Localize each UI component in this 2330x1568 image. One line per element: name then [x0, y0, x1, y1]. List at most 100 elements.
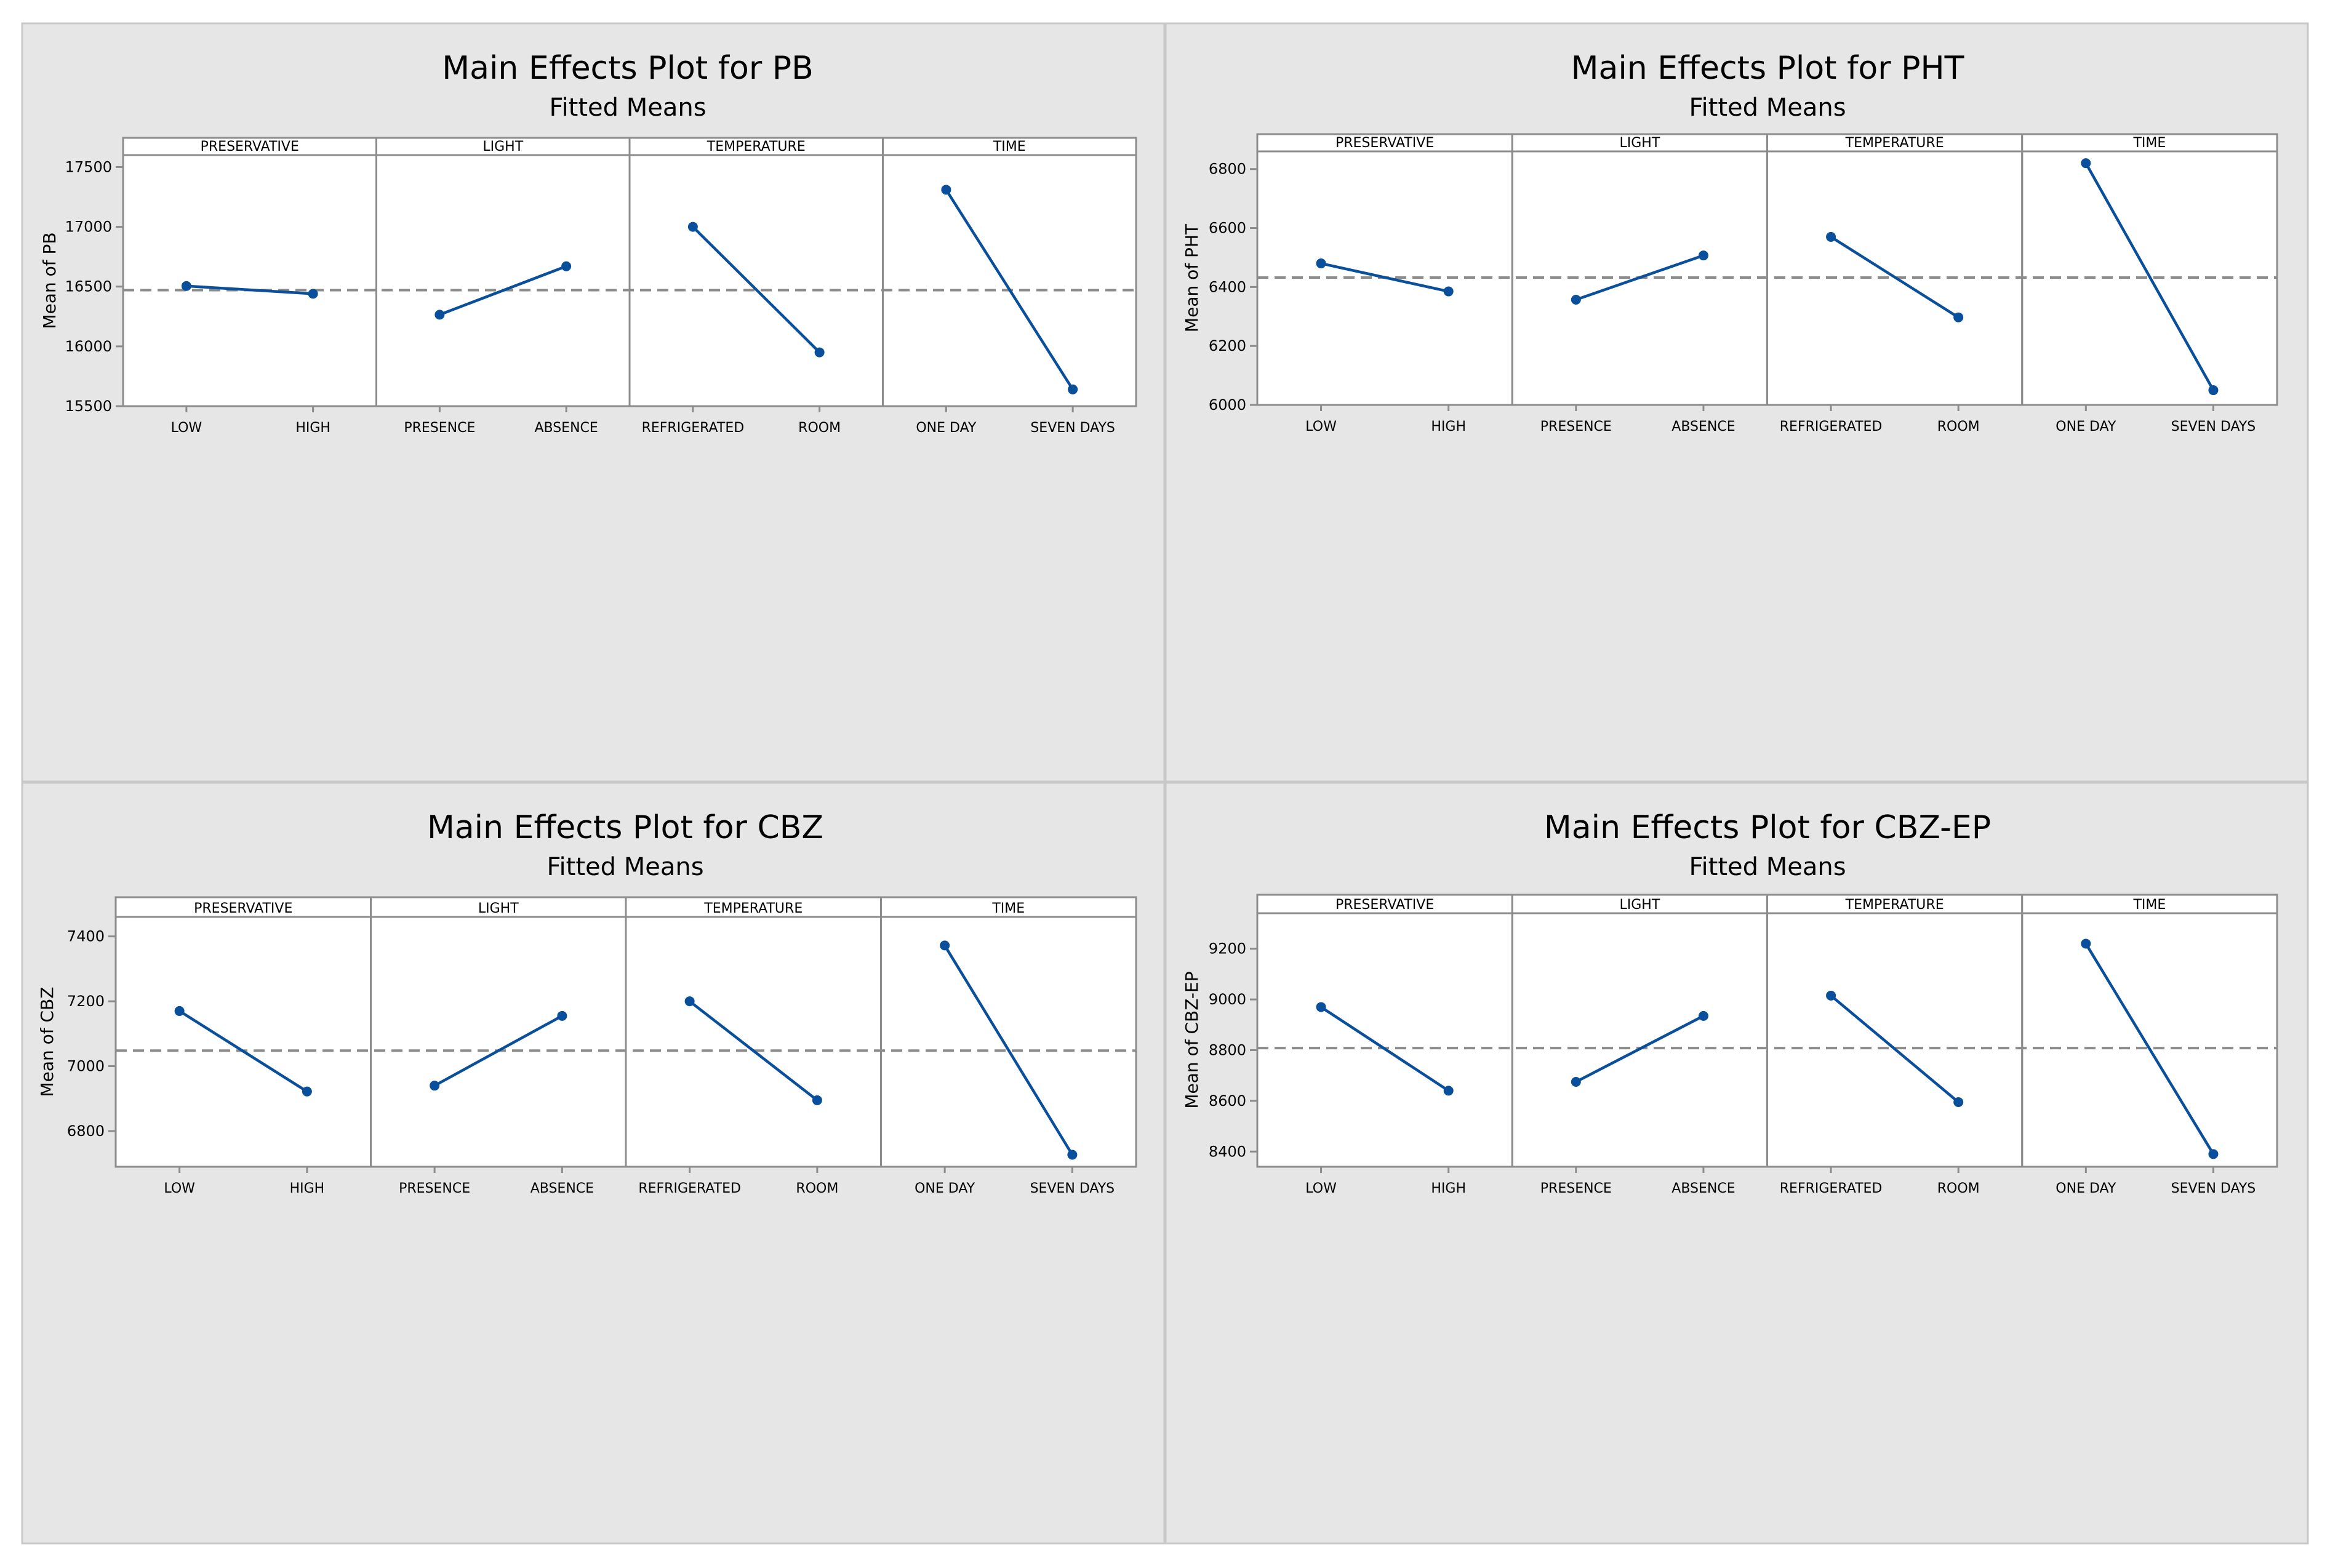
x-tick-label: HIGH [290, 1181, 325, 1196]
y-tick-label: 9000 [1209, 991, 1246, 1008]
facet-header [625, 896, 882, 918]
y-tick-label: 16500 [65, 278, 112, 295]
effect-line [434, 1014, 563, 1087]
y-tick-label: 15500 [65, 398, 112, 415]
facet-label: TEMPERATURE [703, 901, 803, 916]
facet-header [375, 137, 631, 156]
facet-label: TEMPERATURE [707, 139, 806, 154]
chart-title: Main Effects Plot for CBZ-EP [1544, 809, 1991, 846]
y-tick-label: 17500 [65, 158, 112, 175]
facet-label: LIGHT [1619, 897, 1660, 913]
x-tick-label: LOW [171, 420, 202, 436]
effect-line [943, 945, 1074, 1156]
data-point-high [302, 1086, 312, 1097]
data-point-absence [561, 261, 572, 271]
facet-label: TIME [991, 901, 1025, 916]
effect-line [1830, 236, 1960, 319]
x-tick-label: LOW [164, 1181, 195, 1196]
effect-line [689, 1000, 819, 1102]
data-point-absence [557, 1010, 567, 1021]
facet-temperature: TEMPERATURE REFRIGERATED ROOM [625, 896, 882, 1196]
data-point-high [1443, 286, 1454, 297]
facet-light: LIGHT PRESENCE ABSENCE [1511, 894, 1768, 1196]
x-tick-label: ABSENCE [1671, 419, 1735, 434]
facet-label: TIME [993, 139, 1026, 154]
facet-temperature: TEMPERATURE REFRIGERATED ROOM [1766, 894, 2024, 1196]
data-point-room [814, 347, 825, 358]
x-tick-label: ABSENCE [1671, 1181, 1735, 1196]
facet-frame [2021, 150, 2278, 406]
data-point-low [181, 281, 191, 291]
facet-label: TIME [2132, 135, 2166, 151]
facet-preservative: PRESERVATIVE LOW HIGH [1256, 133, 1513, 434]
chart-panel-2: Main Effects Plot for PHT Fitted Means PRE… [1164, 22, 2309, 783]
y-tick-label: 6800 [67, 1122, 105, 1140]
x-tick-label: PRESENCE [399, 1181, 470, 1196]
facet-light: LIGHT PRESENCE ABSENCE [375, 137, 631, 436]
effect-line [1830, 994, 1960, 1103]
x-tick-label: ROOM [1937, 1181, 1980, 1196]
facet-preservative: PRESERVATIVE LOW HIGH [122, 137, 377, 436]
x-tick-label: PRESENCE [1540, 1181, 1612, 1196]
facet-light: LIGHT PRESENCE ABSENCE [1511, 133, 1768, 434]
facet-label: TEMPERATURE [1845, 135, 1944, 151]
effect-line [186, 284, 313, 295]
data-point-refrigerated [1826, 990, 1836, 1001]
facet-label: LIGHT [1619, 135, 1660, 151]
x-tick-label: ROOM [796, 1181, 838, 1196]
facet-label: LIGHT [482, 139, 523, 154]
facet-light: LIGHT PRESENCE ABSENCE [370, 896, 627, 1196]
x-tick-label: HIGH [1431, 1181, 1466, 1196]
x-tick-label: ONE DAY [2056, 1181, 2116, 1196]
x-tick-label: SEVEN DAYS [1030, 420, 1115, 436]
chart-panel-4: Main Effects Plot for CBZ-EP Fitted Means… [1164, 782, 2309, 1545]
facet-frame [2021, 912, 2278, 1168]
facet-time: TIME ONE DAY SEVEN DAYS [880, 896, 1137, 1196]
data-point-one-day [2081, 938, 2091, 949]
data-point-seven-days [1067, 1150, 1078, 1160]
data-point-refrigerated [684, 996, 695, 1007]
y-tick-label: 8400 [1209, 1143, 1246, 1160]
x-tick-label: ROOM [798, 420, 841, 436]
chart-panel-1: Main Effects Plot for PB Fitted Means PRES… [21, 22, 1166, 783]
x-tick-label: LOW [1305, 419, 1337, 434]
facet-time: TIME ONE DAY SEVEN DAYS [2021, 894, 2278, 1196]
x-tick-label: ROOM [1937, 419, 1980, 434]
x-tick-label: HIGH [1431, 419, 1466, 434]
y-tick-label: 6400 [1209, 278, 1246, 295]
chart-subtitle: Fitted Means [1689, 853, 1846, 881]
effect-line [2084, 943, 2215, 1155]
data-point-room [1953, 1097, 1964, 1107]
x-tick-label: ABSENCE [534, 420, 598, 436]
y-tick-label: 7400 [67, 928, 105, 945]
x-tick-label: HIGH [295, 420, 330, 436]
data-point-absence [1698, 1010, 1708, 1021]
data-point-presence [430, 1081, 440, 1091]
y-tick-label: 7200 [67, 993, 105, 1010]
x-tick-label: REFRIGERATED [1780, 419, 1883, 434]
y-tick-label: 16000 [65, 338, 112, 355]
data-point-seven-days [2208, 385, 2219, 396]
y-tick-label: 6600 [1209, 220, 1246, 237]
data-point-presence [434, 310, 445, 320]
effect-line [439, 265, 567, 316]
chart-title: Main Effects Plot for CBZ [427, 809, 823, 846]
facet-temperature: TEMPERATURE REFRIGERATED ROOM [1766, 133, 2024, 434]
facet-header [114, 896, 372, 918]
x-tick-label: PRESENCE [1540, 419, 1612, 434]
data-point-absence [1698, 250, 1708, 261]
y-axis-label: Mean of CBZ-EP [1182, 971, 1202, 1108]
data-point-room [812, 1095, 822, 1105]
effect-line [945, 189, 1075, 391]
facet-label: PRESERVATIVE [201, 139, 299, 154]
y-tick-label: 6200 [1209, 337, 1246, 354]
data-point-refrigerated [687, 222, 698, 232]
data-point-presence [1571, 1076, 1581, 1087]
data-point-seven-days [2208, 1149, 2219, 1159]
y-tick-label: 6800 [1209, 161, 1246, 178]
facet-label: TEMPERATURE [1845, 897, 1944, 913]
facet-header [2021, 133, 2278, 153]
x-tick-label: ONE DAY [916, 420, 977, 436]
effect-line [1575, 254, 1704, 302]
